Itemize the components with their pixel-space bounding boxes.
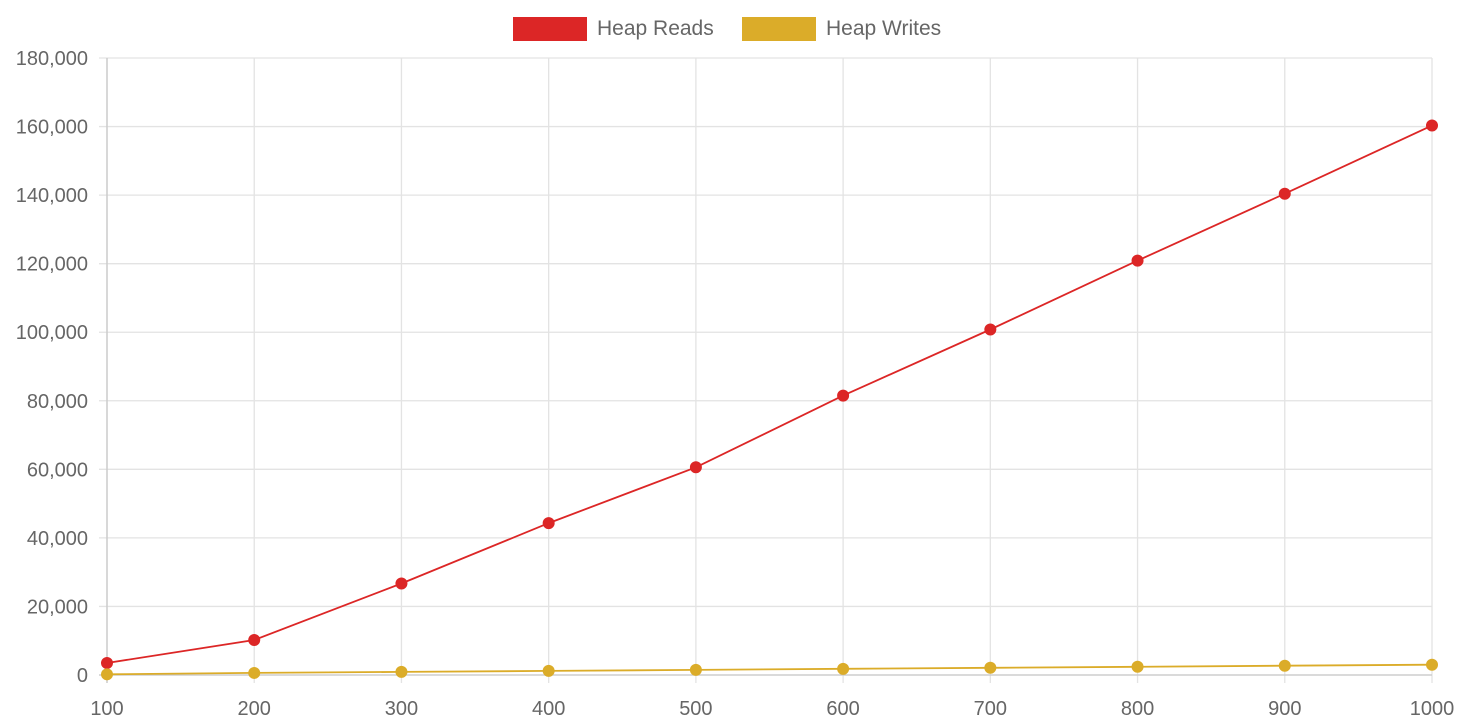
- gridlines: [99, 57, 1433, 683]
- series-layer: [101, 119, 1438, 681]
- x-tick-label: 800: [1121, 698, 1154, 720]
- x-tick-label: 1000: [1410, 698, 1455, 720]
- y-tick-label: 0: [77, 665, 88, 687]
- legend-item-heap-reads[interactable]: Heap Reads: [513, 17, 714, 41]
- x-tick-label: 900: [1268, 698, 1301, 720]
- legend-item-heap-writes[interactable]: Heap Writes: [742, 17, 941, 41]
- data-point-heap-reads[interactable]: [1426, 119, 1438, 132]
- data-point-heap-reads[interactable]: [1278, 187, 1291, 200]
- legend-swatch-heap-reads: [513, 17, 587, 41]
- data-point-heap-writes[interactable]: [395, 665, 408, 678]
- data-point-heap-writes[interactable]: [1278, 659, 1291, 672]
- data-point-heap-writes[interactable]: [837, 662, 850, 675]
- data-point-heap-writes[interactable]: [689, 663, 702, 676]
- y-tick-label: 160,000: [16, 117, 88, 139]
- data-point-heap-reads[interactable]: [689, 461, 702, 474]
- data-point-heap-writes[interactable]: [248, 666, 261, 679]
- legend: Heap Reads Heap Writes: [513, 17, 941, 41]
- x-tick-label: 200: [238, 698, 271, 720]
- y-tick-label: 40,000: [27, 528, 88, 550]
- data-point-heap-writes[interactable]: [1426, 658, 1438, 671]
- data-point-heap-reads[interactable]: [248, 634, 261, 647]
- x-tick-label: 700: [974, 698, 1007, 720]
- y-tick-label: 120,000: [16, 254, 88, 276]
- x-tick-label: 100: [90, 698, 123, 720]
- x-tick-label: 600: [826, 698, 859, 720]
- series-line-heap-writes: [106, 663, 1433, 676]
- data-point-heap-writes[interactable]: [1131, 660, 1144, 673]
- y-tick-label: 180,000: [16, 48, 88, 70]
- data-point-heap-writes[interactable]: [101, 668, 113, 681]
- x-tick-label: 500: [679, 698, 712, 720]
- legend-swatch-heap-writes: [742, 17, 816, 41]
- x-tick-label: 400: [532, 698, 565, 720]
- data-point-heap-reads[interactable]: [542, 517, 555, 530]
- legend-label-heap-reads: Heap Reads: [597, 17, 714, 40]
- data-point-heap-reads[interactable]: [101, 657, 113, 670]
- y-tick-label: 60,000: [27, 459, 88, 481]
- series-line-heap-reads: [106, 124, 1433, 664]
- x-tick-label: 300: [385, 698, 418, 720]
- data-point-heap-reads[interactable]: [837, 389, 850, 402]
- legend-label-heap-writes: Heap Writes: [826, 17, 941, 40]
- y-tick-label: 20,000: [27, 596, 88, 618]
- data-point-heap-reads[interactable]: [984, 323, 997, 336]
- axes: 0 20,000 40,000 60,000 80,000 100,000 120,000 1…: [16, 48, 1455, 720]
- y-tick-label: 100,000: [16, 322, 88, 344]
- data-point-heap-writes[interactable]: [984, 661, 997, 674]
- data-point-heap-reads[interactable]: [395, 577, 408, 590]
- y-tick-label: 140,000: [16, 185, 88, 207]
- data-point-heap-reads[interactable]: [1131, 254, 1144, 267]
- y-tick-label: 80,000: [27, 391, 88, 413]
- data-point-heap-writes[interactable]: [542, 664, 555, 677]
